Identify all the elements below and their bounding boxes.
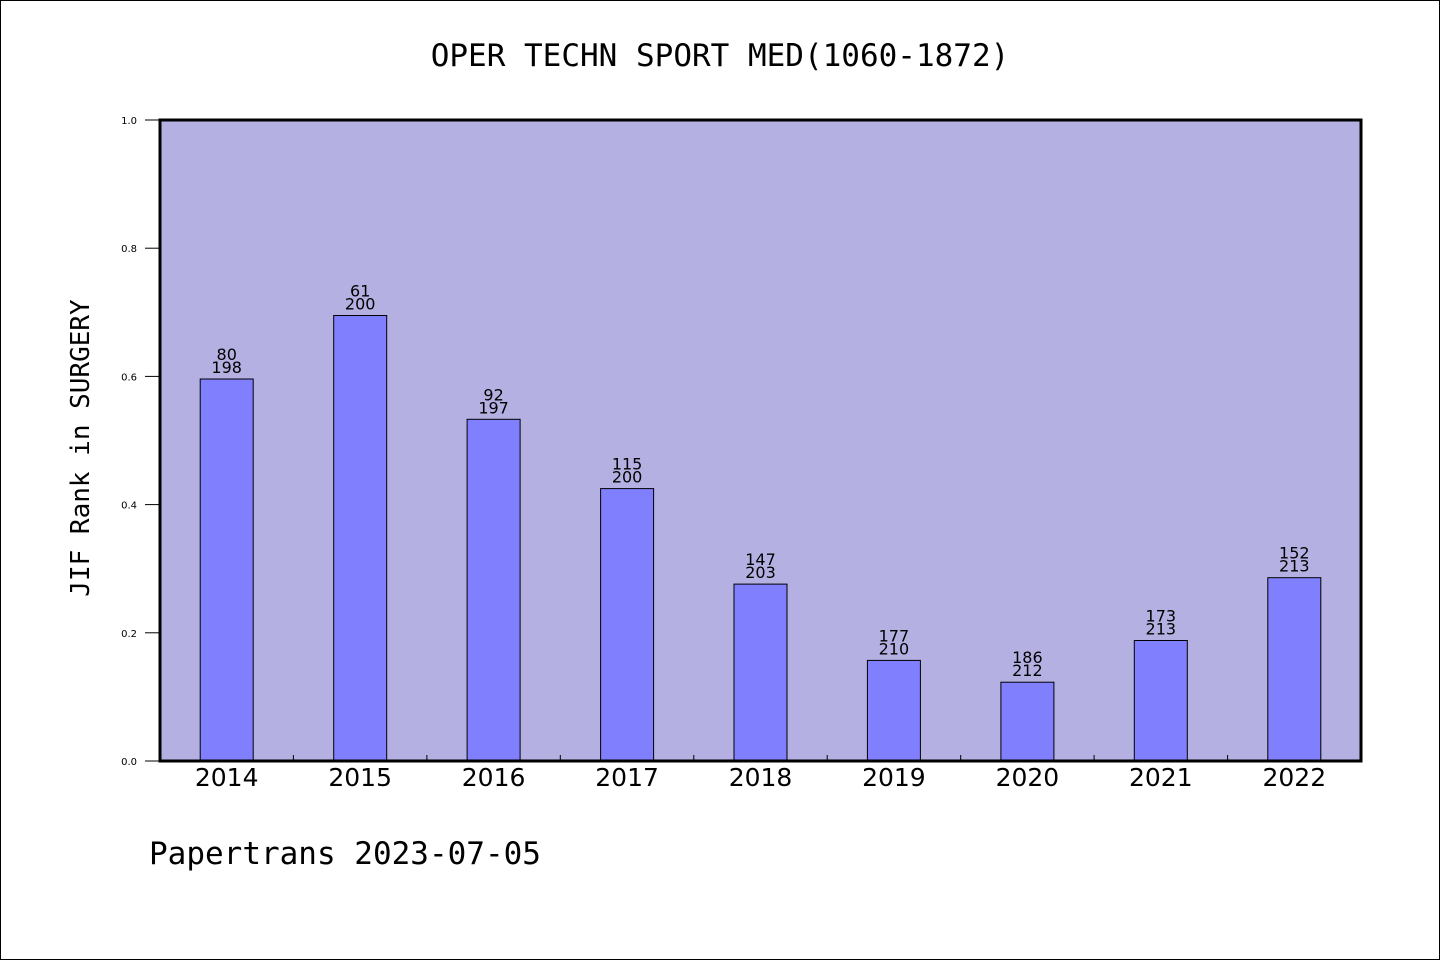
x-tick-label: 2017	[595, 763, 659, 792]
bar	[733, 583, 788, 762]
y-tick-label: 0.2	[121, 629, 137, 640]
footer-credit: Papertrans 2023-07-05	[149, 836, 541, 872]
bar	[866, 659, 921, 762]
bar	[1133, 640, 1188, 762]
x-tick-label: 2021	[1129, 763, 1193, 792]
bar-total-label: 213	[1146, 620, 1177, 639]
bar-rank-label: 152	[1279, 544, 1310, 563]
y-tick-label: 1.0	[121, 116, 137, 127]
x-tick-label: 2014	[195, 763, 259, 792]
bar-rank-label: 80	[217, 345, 237, 364]
bar	[600, 488, 655, 762]
bar-rank-label: 177	[879, 626, 910, 645]
bar-total-label: 198	[211, 358, 242, 377]
y-axis-label: JIF Rank in SURGERY	[66, 299, 96, 597]
plot-area: 0.00.20.40.60.81.08019861200921971152001…	[121, 116, 1363, 792]
bar-rank-label: 147	[745, 550, 776, 569]
bar-total-label: 210	[879, 639, 910, 658]
y-tick-label: 0.6	[121, 372, 137, 383]
bar	[466, 418, 521, 762]
chart-title: OPER TECHN SPORT MED(1060-1872)	[431, 38, 1010, 74]
y-tick-label: 0.4	[121, 501, 137, 512]
bar-total-label: 200	[345, 295, 376, 314]
bar-rank-label: 92	[483, 385, 503, 404]
y-tick-label: 0.8	[121, 244, 137, 255]
plot-border	[158, 118, 1363, 763]
bar-total-label: 212	[1012, 661, 1043, 680]
bar	[333, 315, 388, 762]
x-tick-label: 2016	[462, 763, 526, 792]
bar-rank-label: 115	[612, 455, 643, 474]
bar	[1267, 577, 1322, 762]
x-tick-label: 2022	[1262, 763, 1326, 792]
bar-total-label: 203	[745, 563, 776, 582]
y-tick-label: 0.0	[121, 757, 137, 768]
bar-rank-label: 61	[350, 282, 370, 301]
x-tick-label: 2015	[328, 763, 392, 792]
bar-total-label: 213	[1279, 557, 1310, 576]
bar-rank-label: 173	[1146, 607, 1177, 626]
bar-total-label: 200	[612, 468, 643, 487]
bar	[199, 378, 254, 762]
bar	[1000, 681, 1055, 762]
bar-total-label: 197	[478, 398, 509, 417]
x-tick-label: 2020	[996, 763, 1060, 792]
x-tick-label: 2018	[729, 763, 793, 792]
x-tick-label: 2019	[862, 763, 926, 792]
bar-rank-label: 186	[1012, 648, 1043, 667]
